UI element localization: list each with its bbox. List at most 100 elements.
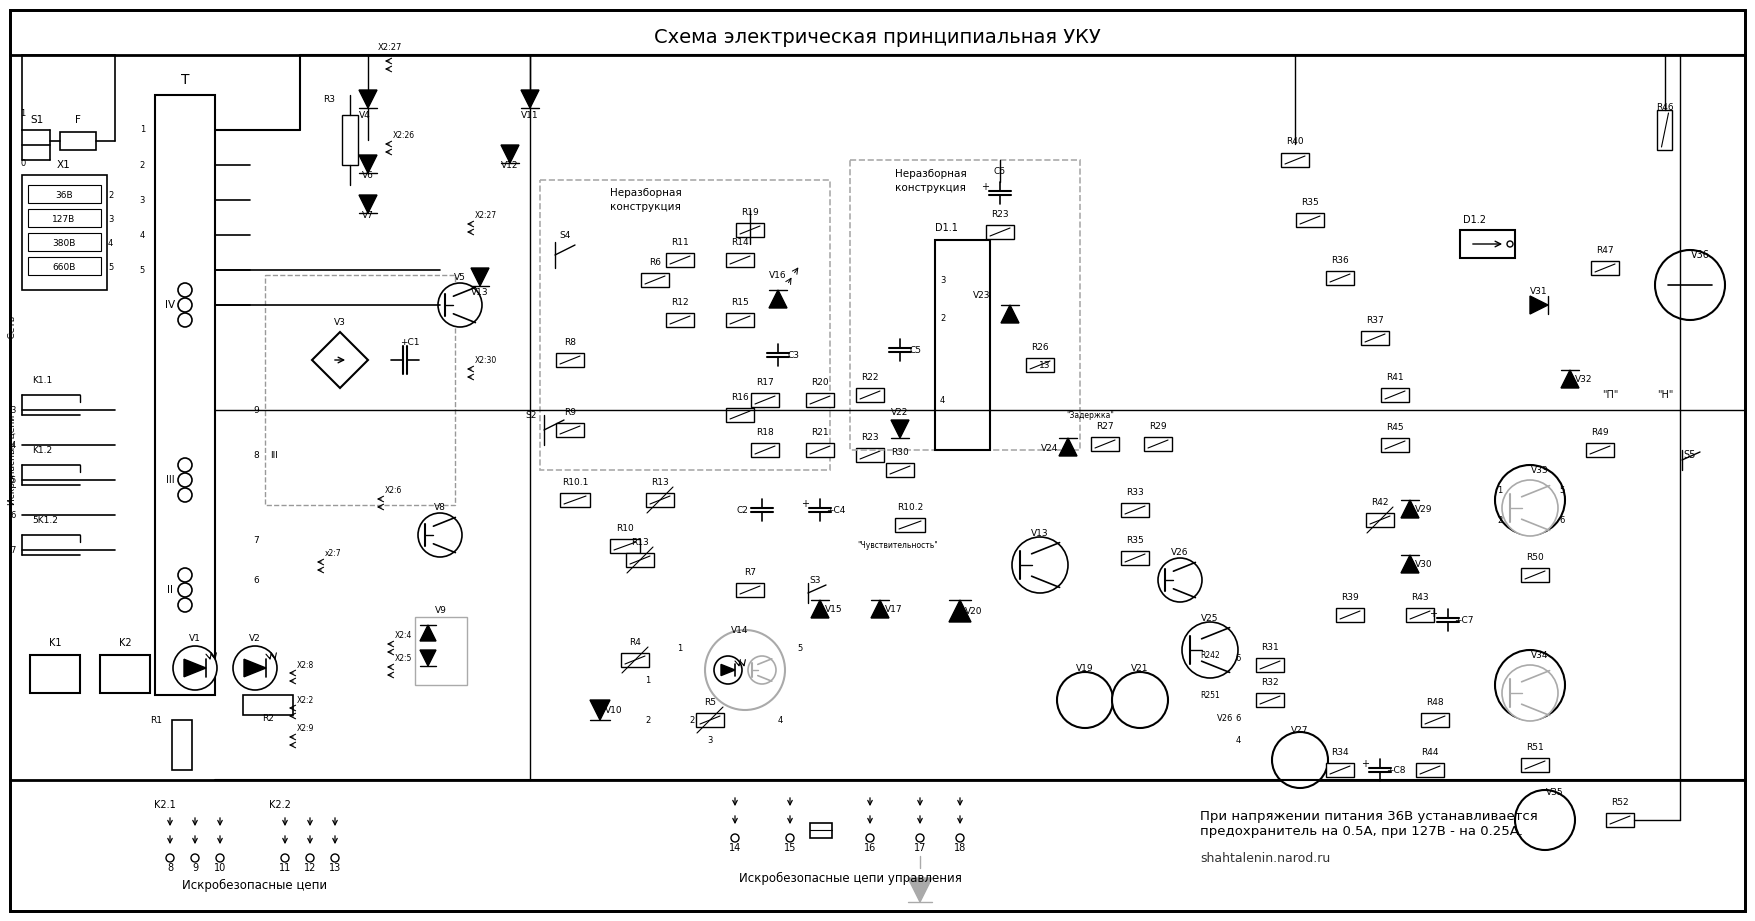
Bar [1406,608,1434,622]
Bar [414,617,467,685]
Bar [1027,358,1055,372]
Text: R30: R30 [892,448,909,457]
Circle shape [1495,650,1565,720]
Text: R17: R17 [756,378,774,387]
Polygon shape [360,195,377,213]
Text: 1: 1 [646,675,651,684]
Text: K2: K2 [119,638,132,648]
Bar [1121,503,1150,517]
Text: 1: 1 [1497,485,1502,495]
Text: 6: 6 [11,510,16,519]
Text: 12: 12 [304,863,316,873]
Bar [621,653,649,667]
Polygon shape [590,700,611,720]
Text: Неразборная: Неразборная [611,188,681,198]
Circle shape [1495,465,1565,535]
Text: R20: R20 [811,378,828,387]
Bar [665,253,693,267]
Bar [1460,230,1515,258]
Text: X2:8: X2:8 [297,660,314,670]
Bar [856,388,885,402]
Text: 2: 2 [140,160,146,169]
Text: 11: 11 [279,863,291,873]
Text: V26: V26 [1171,547,1188,556]
Text: 10: 10 [214,863,226,873]
Text: S5: S5 [1683,450,1695,460]
Bar [1592,261,1620,275]
Text: V15: V15 [825,604,842,613]
Circle shape [177,473,191,487]
Bar [1257,658,1285,672]
Text: D1.1: D1.1 [935,223,958,233]
Text: 4: 4 [777,716,783,725]
Bar [1381,388,1409,402]
Text: R4: R4 [628,637,641,647]
Text: X2:5: X2:5 [395,654,412,662]
Text: R29: R29 [1150,422,1167,430]
Text: +: + [1360,759,1369,769]
Circle shape [706,630,784,710]
Text: 4: 4 [941,395,946,404]
Text: R14: R14 [732,238,749,247]
Bar [1606,813,1634,827]
Text: R49: R49 [1592,427,1609,437]
Text: V26: V26 [1216,714,1234,722]
Text: R26: R26 [1032,343,1049,352]
Polygon shape [470,268,490,286]
Polygon shape [907,878,932,902]
Circle shape [1183,622,1237,678]
Text: S1: S1 [30,115,44,125]
Bar [556,353,584,367]
Text: Искробезопасные цепи управления: Искробезопасные цепи управления [739,871,962,884]
Bar [541,180,830,470]
Bar [611,539,641,553]
Text: F: F [75,115,81,125]
Polygon shape [949,600,971,622]
Text: "П": "П" [1602,390,1618,400]
Circle shape [748,656,776,684]
Text: X2:27: X2:27 [476,211,497,219]
Text: V1: V1 [190,634,200,643]
Text: R43: R43 [1411,592,1429,601]
Text: V12: V12 [502,160,519,169]
Circle shape [281,854,290,862]
Bar [154,95,216,695]
Circle shape [177,568,191,582]
Text: 2: 2 [646,716,651,725]
Text: V25: V25 [1200,613,1218,623]
Text: V14: V14 [732,625,749,635]
Bar [1092,437,1120,451]
Text: K1.1: K1.1 [32,376,53,384]
Text: R21: R21 [811,427,828,437]
Text: V30: V30 [1415,559,1432,568]
Bar [342,115,358,165]
Text: R6: R6 [649,258,662,266]
Circle shape [177,313,191,327]
Polygon shape [419,650,435,666]
Text: 5: 5 [140,265,146,274]
Bar [28,209,102,227]
Text: 17: 17 [914,843,927,853]
Text: 6: 6 [1236,654,1241,662]
Text: R7: R7 [744,567,756,577]
Text: R33: R33 [1127,487,1144,496]
Text: 3: 3 [707,736,713,744]
Text: 13: 13 [1039,360,1049,369]
Circle shape [1013,537,1069,593]
Text: +: + [981,182,990,192]
Bar [849,160,1079,450]
Circle shape [732,834,739,842]
Text: III: III [270,450,277,460]
Circle shape [177,458,191,472]
Text: V31: V31 [1530,286,1548,296]
Circle shape [1158,558,1202,602]
Text: 4: 4 [140,230,146,239]
Text: 9: 9 [253,405,258,414]
Text: V2: V2 [249,634,261,643]
Circle shape [233,646,277,690]
Text: R40: R40 [1286,137,1304,146]
Circle shape [332,854,339,862]
Text: V33: V33 [1530,465,1550,474]
Bar [60,132,97,150]
Text: 36В: 36В [54,191,72,200]
